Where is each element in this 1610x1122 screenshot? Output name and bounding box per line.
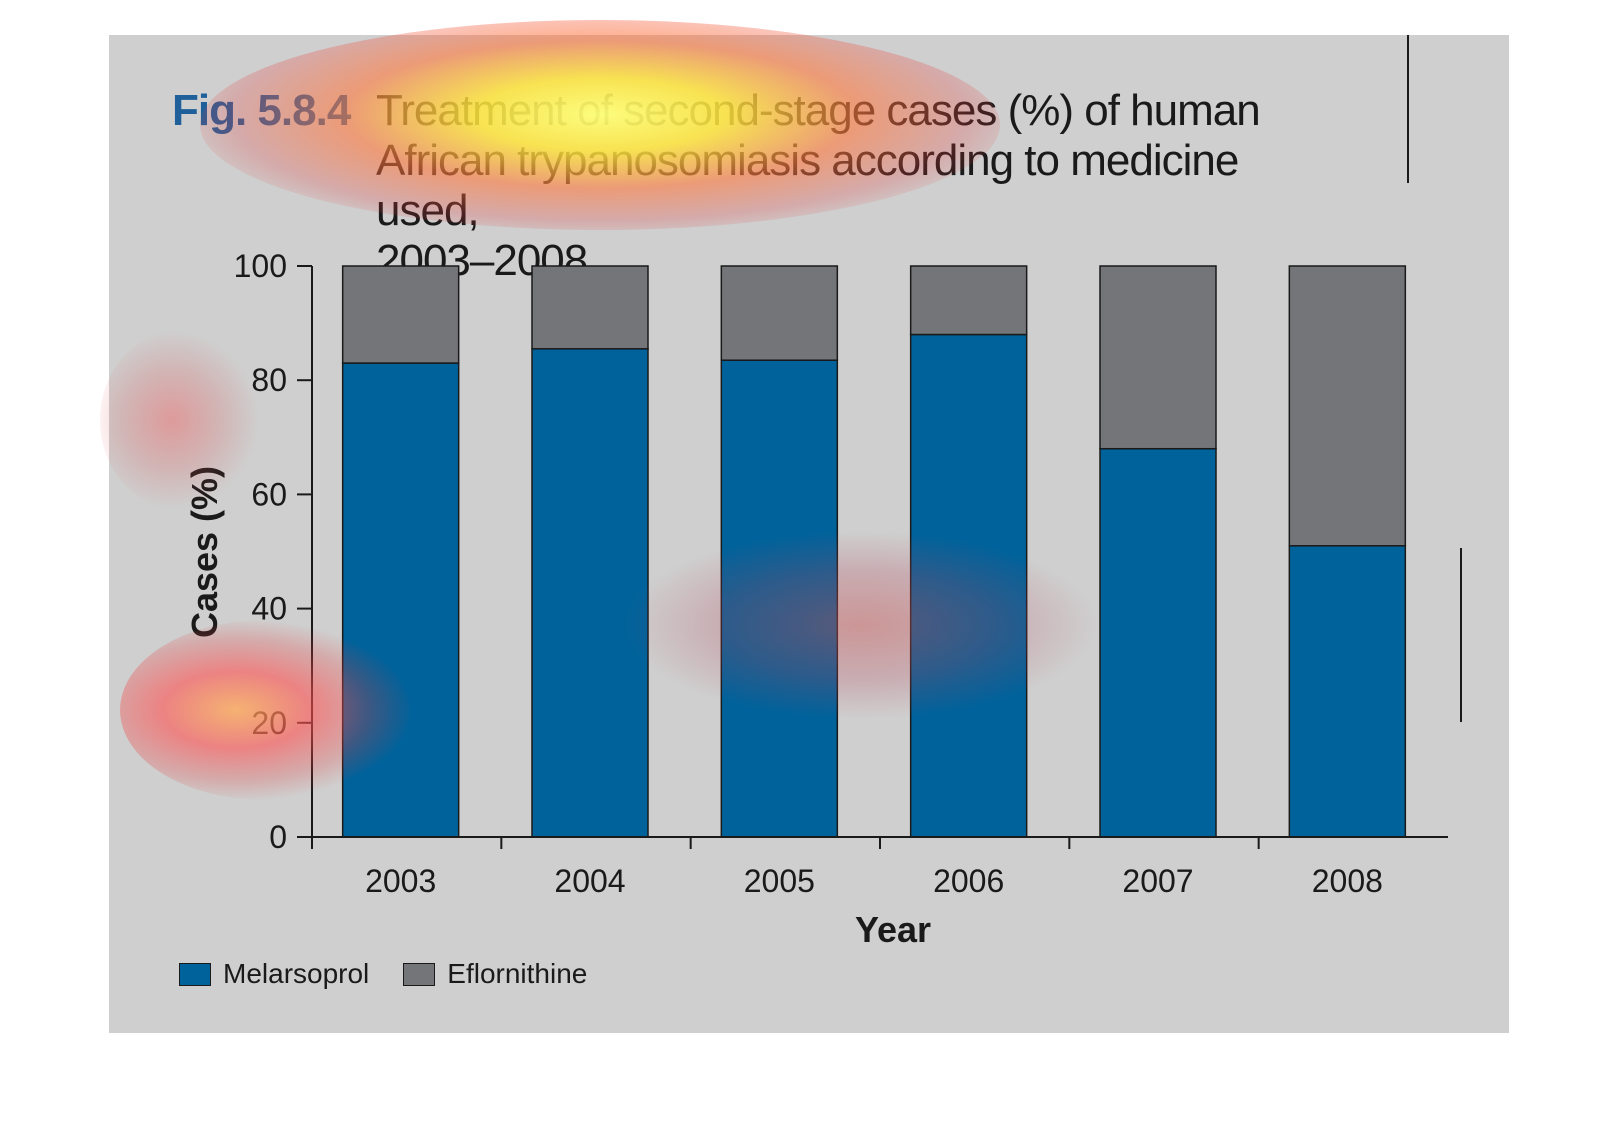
chart-legend: Melarsoprol Eflornithine: [179, 958, 621, 990]
bar-melarsoprol-2003: [341, 362, 460, 838]
margin-line-top: [1407, 35, 1409, 183]
y-tick-label-100: 100: [234, 248, 287, 284]
x-axis-title: Year: [855, 909, 931, 950]
bar-eflornithine-2004: [531, 265, 649, 350]
y-tick-label-0: 0: [269, 819, 287, 855]
x-tick-label-2004: 2004: [554, 863, 625, 899]
bar-eflornithine-2006: [909, 265, 1028, 336]
bar-eflornithine-2007: [1099, 265, 1217, 450]
x-ticks-group: 2003 2004 2005 2006 2007 2008: [311, 837, 1383, 899]
y-tick-label-60: 60: [251, 476, 287, 512]
x-tick-label-2007: 2007: [1122, 863, 1193, 899]
bar-melarsoprol-2006: [909, 333, 1028, 838]
bar-eflornithine-2005: [720, 265, 839, 361]
legend-swatch-melarsoprol: [179, 962, 211, 986]
bar-melarsoprol-2005: [720, 359, 839, 838]
y-tick-label-80: 80: [251, 362, 287, 398]
legend-item-melarsoprol: Melarsoprol: [179, 958, 369, 990]
bar-melarsoprol-2008: [1288, 545, 1407, 838]
bars-group: [341, 265, 1407, 838]
x-tick-label-2003: 2003: [365, 863, 436, 899]
y-tick-label-20: 20: [251, 705, 287, 741]
legend-label-melarsoprol: Melarsoprol: [223, 958, 370, 989]
margin-line-right: [1460, 548, 1462, 722]
x-tick-label-2006: 2006: [933, 863, 1004, 899]
y-tick-label-40: 40: [251, 591, 287, 627]
x-tick-label-2005: 2005: [744, 863, 815, 899]
y-axis-title: Cases (%): [184, 466, 225, 638]
legend-label-eflornithine: Eflornithine: [447, 958, 588, 989]
bar-melarsoprol-2004: [531, 348, 649, 838]
x-tick-label-2008: 2008: [1312, 863, 1383, 899]
bar-eflornithine-2003: [341, 265, 460, 364]
bar-melarsoprol-2007: [1099, 447, 1217, 838]
y-ticks-group: 0 20 40 60 80 100: [234, 248, 312, 855]
legend-swatch-eflornithine: [403, 962, 436, 986]
legend-item-eflornithine: Eflornithine: [403, 958, 587, 990]
bar-eflornithine-2008: [1288, 265, 1407, 547]
